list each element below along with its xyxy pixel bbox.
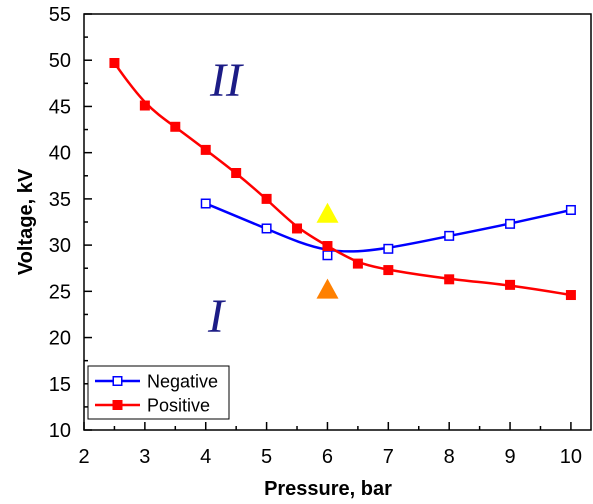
positive-data-point — [444, 274, 455, 285]
positive-data-point — [261, 193, 272, 204]
positive-data-point — [292, 223, 303, 234]
negative-data-point — [444, 230, 455, 241]
x-tick-label: 9 — [504, 446, 515, 468]
positive-data-point — [383, 265, 394, 276]
y-tick-label: 10 — [49, 420, 71, 442]
negative-data-point — [261, 223, 272, 234]
triangle-markers — [316, 202, 339, 299]
y-tick-label: 40 — [49, 143, 71, 165]
positive-data-point — [322, 241, 333, 252]
triangle-marker — [316, 202, 339, 223]
legend-label-negative: Negative — [147, 372, 218, 392]
y-tick-label: 45 — [49, 96, 71, 118]
negative-data-point — [505, 218, 516, 229]
plot-frame — [83, 13, 592, 431]
positive-data-point — [565, 290, 576, 301]
negative-data-point — [383, 243, 394, 254]
positive-data-point — [505, 279, 516, 290]
negative-data-point — [322, 250, 333, 261]
positive-data-point — [170, 121, 181, 132]
legend-label-positive: Positive — [147, 396, 210, 416]
x-tick-label: 4 — [200, 446, 211, 468]
positive-data-point — [231, 168, 242, 179]
positive-data-point — [109, 57, 120, 68]
y-tick-label: 30 — [49, 235, 71, 257]
negative-data-point — [200, 198, 211, 209]
positive-data-point — [139, 100, 150, 111]
region-label-upper: II — [209, 54, 244, 107]
plot-series — [109, 57, 576, 301]
x-axis-title: Pressure, bar — [264, 478, 392, 500]
legend-marker-positive — [112, 400, 123, 410]
y-tick-label: 50 — [49, 50, 71, 72]
y-tick-label: 35 — [49, 189, 71, 211]
positive-data-point — [352, 258, 363, 269]
x-tick-label: 6 — [322, 446, 333, 468]
legend-marker-negative — [112, 376, 123, 386]
x-tick-label: 8 — [444, 446, 455, 468]
x-tick-label: 5 — [261, 446, 272, 468]
legend-box — [87, 365, 230, 420]
y-tick-label: 15 — [49, 374, 71, 396]
legend: Negative Positive — [87, 365, 230, 420]
y-tick-label: 20 — [49, 328, 71, 350]
negative-data-point — [565, 204, 576, 215]
x-tick-label: 7 — [383, 446, 394, 468]
y-tick-label: 55 — [49, 4, 71, 26]
y-tick-label: 25 — [49, 281, 71, 303]
x-tick-label: 3 — [139, 446, 150, 468]
y-axis-title: Voltage, kV — [15, 168, 37, 275]
positive-data-point — [200, 144, 211, 155]
triangle-marker — [316, 278, 339, 299]
x-tick-label: 2 — [78, 446, 89, 468]
x-tick-label: 10 — [560, 446, 582, 468]
region-label-lower: I — [207, 290, 226, 343]
